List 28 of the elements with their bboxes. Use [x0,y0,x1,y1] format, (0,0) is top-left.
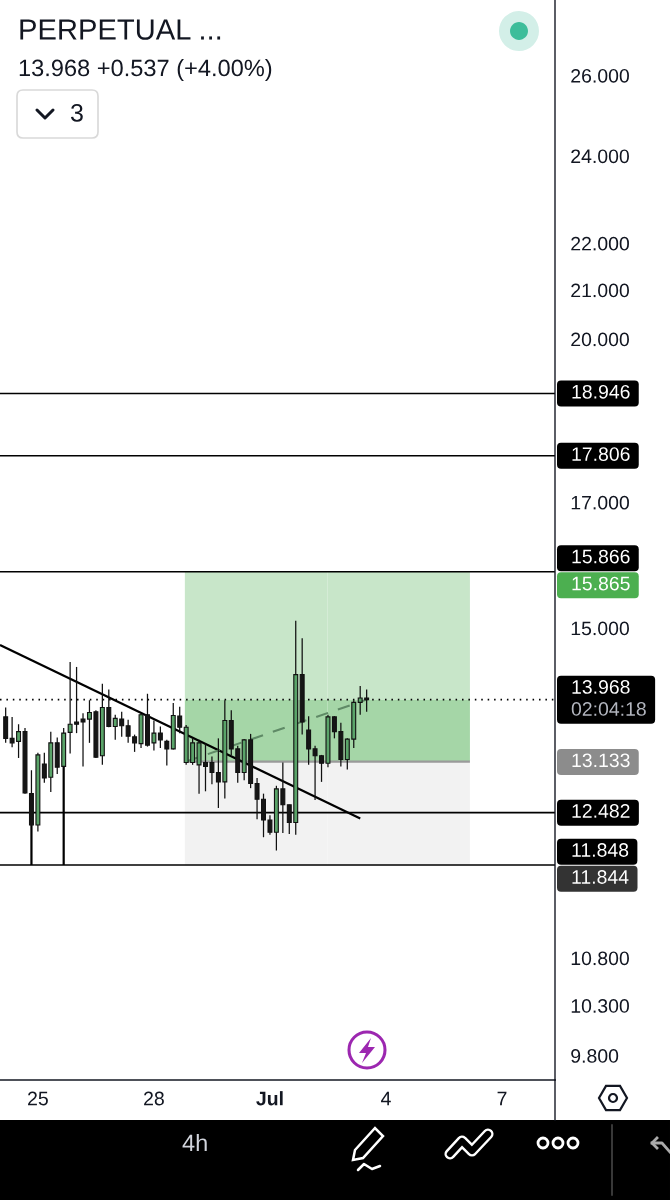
ref-line-label: 18.946 [572,384,630,399]
text: 13.968 +0.537 (+4.00%) [19,59,272,81]
ref-line-label: 15.866 [572,549,630,564]
x-tick-label: 4 [381,1091,391,1106]
y-tick-label: 17.000 [571,495,629,510]
y-tick-label: 24.000 [571,149,629,164]
ref-line-label: 11.848 [572,843,629,857]
x-tick-label: Jul [256,1091,283,1106]
text: 13.133 [572,753,630,768]
text: 4h [182,1133,207,1152]
y-tick-label: 9.800 [571,1049,619,1063]
x-tick-label: 7 [497,1091,507,1106]
annotation: 3 [70,104,83,122]
y-tick-label: 10.300 [571,999,629,1013]
ref-line-label: 12.482 [572,804,630,818]
y-tick-label: 20.000 [571,332,629,347]
y-tick-label: 26.000 [571,68,629,83]
x-tick-label: 25 [28,1091,48,1106]
annotation: 11.844 [572,870,629,884]
y-tick-label: 10.800 [571,951,629,966]
annotation: 15.865 [572,576,630,591]
text: PERPETUAL ... [20,19,221,40]
y-tick-label: 21.000 [571,283,629,298]
y-tick-label: 22.000 [571,236,629,251]
ref-line-label: 17.806 [572,447,630,461]
ref-line-label: 13.968 02:04:18 [571,680,646,716]
x-tick-label: 28 [144,1091,164,1106]
y-tick-label: 15.000 [571,621,629,636]
